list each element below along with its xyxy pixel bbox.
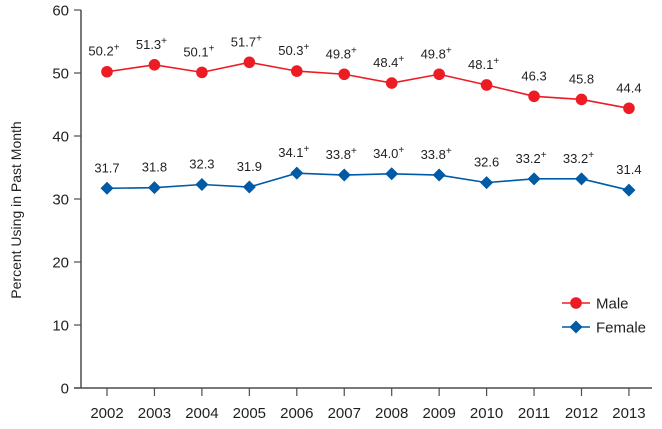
male-line xyxy=(106,61,630,110)
data-label: 49.8+ xyxy=(326,45,357,61)
significance-marker: + xyxy=(256,33,262,44)
data-label: 51.7+ xyxy=(231,33,262,49)
x-tick-label: 2010 xyxy=(470,405,503,422)
x-tick-label: 2005 xyxy=(233,405,266,422)
female-marker xyxy=(100,181,114,195)
x-tick-label: 2004 xyxy=(185,405,218,422)
male-marker xyxy=(623,102,635,115)
x-tick-label: 2012 xyxy=(565,405,598,422)
x-tick-label: 2003 xyxy=(138,405,171,422)
significance-marker: + xyxy=(541,150,547,161)
male-marker xyxy=(433,68,445,81)
y-tick-label: 40 xyxy=(52,129,69,146)
female-marker xyxy=(432,168,446,182)
data-label: 45.8 xyxy=(569,71,594,86)
significance-marker: + xyxy=(161,36,167,47)
significance-marker: + xyxy=(304,42,310,53)
female-marker xyxy=(575,172,588,186)
data-label: 46.3 xyxy=(521,68,546,83)
female-marker xyxy=(195,178,209,192)
female-marker xyxy=(242,180,256,194)
x-tick-label: 2013 xyxy=(612,405,645,422)
y-tick-label: 20 xyxy=(52,255,69,272)
x-tick-label: 2008 xyxy=(375,405,408,422)
significance-marker: + xyxy=(209,43,215,54)
x-tick-label: 2011 xyxy=(518,405,550,422)
series-male: 50.2+ 51.3+ 50.1+ 51.7+ 50.3+ 49.8+ 48.4+ 49.8+… xyxy=(88,33,642,115)
male-marker xyxy=(243,56,256,69)
male-marker xyxy=(148,59,161,71)
data-label: 32.3 xyxy=(189,157,214,172)
data-label: 49.8+ xyxy=(421,45,452,61)
significance-marker: + xyxy=(351,146,357,157)
female-legend-marker xyxy=(569,320,583,334)
data-label: 31.4 xyxy=(616,162,641,177)
data-label: 34.0+ xyxy=(373,145,404,161)
male-marker xyxy=(338,68,351,81)
male-marker xyxy=(385,77,398,89)
data-label: 33.8+ xyxy=(421,146,452,162)
female-marker xyxy=(385,167,399,181)
axes: 0 10 20 30 40 50 60 2002 2003 2004 2005 2006 2007 200… xyxy=(52,3,652,422)
female-marker xyxy=(147,181,161,195)
x-tick-label: 2002 xyxy=(90,405,123,422)
data-label: 31.9 xyxy=(237,159,262,174)
female-marker xyxy=(290,166,304,180)
y-tick-label: 60 xyxy=(52,3,69,20)
series-layer: 50.2+ 51.3+ 50.1+ 51.7+ 50.3+ 49.8+ 48.4+ 49.8+… xyxy=(88,33,642,197)
y-tick-label: 0 xyxy=(61,381,69,398)
data-label: 33.2+ xyxy=(515,150,546,166)
x-tick-label: 2007 xyxy=(328,405,361,422)
significance-marker: + xyxy=(493,56,499,67)
male-marker xyxy=(291,65,303,77)
significance-marker: + xyxy=(114,43,120,54)
legend-label: Male xyxy=(596,296,629,313)
legend-item-female: Female xyxy=(562,320,646,337)
male-marker xyxy=(528,90,540,103)
data-label: 51.3+ xyxy=(136,36,167,52)
male-marker xyxy=(480,79,493,91)
male-marker xyxy=(196,66,208,79)
data-label: 50.1+ xyxy=(183,43,214,59)
significance-marker: + xyxy=(398,145,404,156)
female-marker xyxy=(480,176,494,190)
y-tick-label: 30 xyxy=(52,192,69,209)
female-marker xyxy=(527,172,541,186)
data-label: 31.7 xyxy=(94,160,119,175)
data-label: 48.4+ xyxy=(373,54,404,70)
data-label: 33.8+ xyxy=(326,146,357,162)
significance-marker: + xyxy=(446,45,452,56)
data-label: 32.6 xyxy=(474,155,499,170)
data-label: 31.8 xyxy=(142,160,167,175)
y-tick-label: 10 xyxy=(52,318,69,335)
legend: Male Female xyxy=(562,296,646,337)
legend-item-male: Male xyxy=(562,296,629,313)
significance-marker: + xyxy=(588,150,594,161)
x-tick-label: 2006 xyxy=(280,405,313,422)
male-marker xyxy=(575,93,588,106)
significance-marker: + xyxy=(351,45,357,56)
data-label: 34.1+ xyxy=(278,144,309,160)
significance-marker: + xyxy=(398,54,404,65)
female-marker xyxy=(622,183,636,197)
x-tick-label: 2009 xyxy=(422,405,455,422)
data-label: 50.3+ xyxy=(278,42,309,58)
male-legend-marker xyxy=(570,297,582,309)
series-female: 31.7 31.8 32.3 31.9 34.1+ 33.8+ 34.0+ 33.8+ 32.6… xyxy=(94,144,642,197)
significance-marker: + xyxy=(446,146,452,157)
data-label: 48.1+ xyxy=(468,56,499,72)
male-marker xyxy=(101,65,113,78)
data-label: 33.2+ xyxy=(563,150,594,166)
data-label: 44.4 xyxy=(616,80,641,95)
y-axis-label: Percent Using in Past Month xyxy=(8,121,24,298)
legend-label: Female xyxy=(596,320,646,337)
y-tick-label: 50 xyxy=(52,66,69,83)
significance-marker: + xyxy=(304,144,310,155)
data-label: 50.2+ xyxy=(88,43,119,59)
female-line xyxy=(106,172,630,191)
female-marker xyxy=(337,168,351,182)
